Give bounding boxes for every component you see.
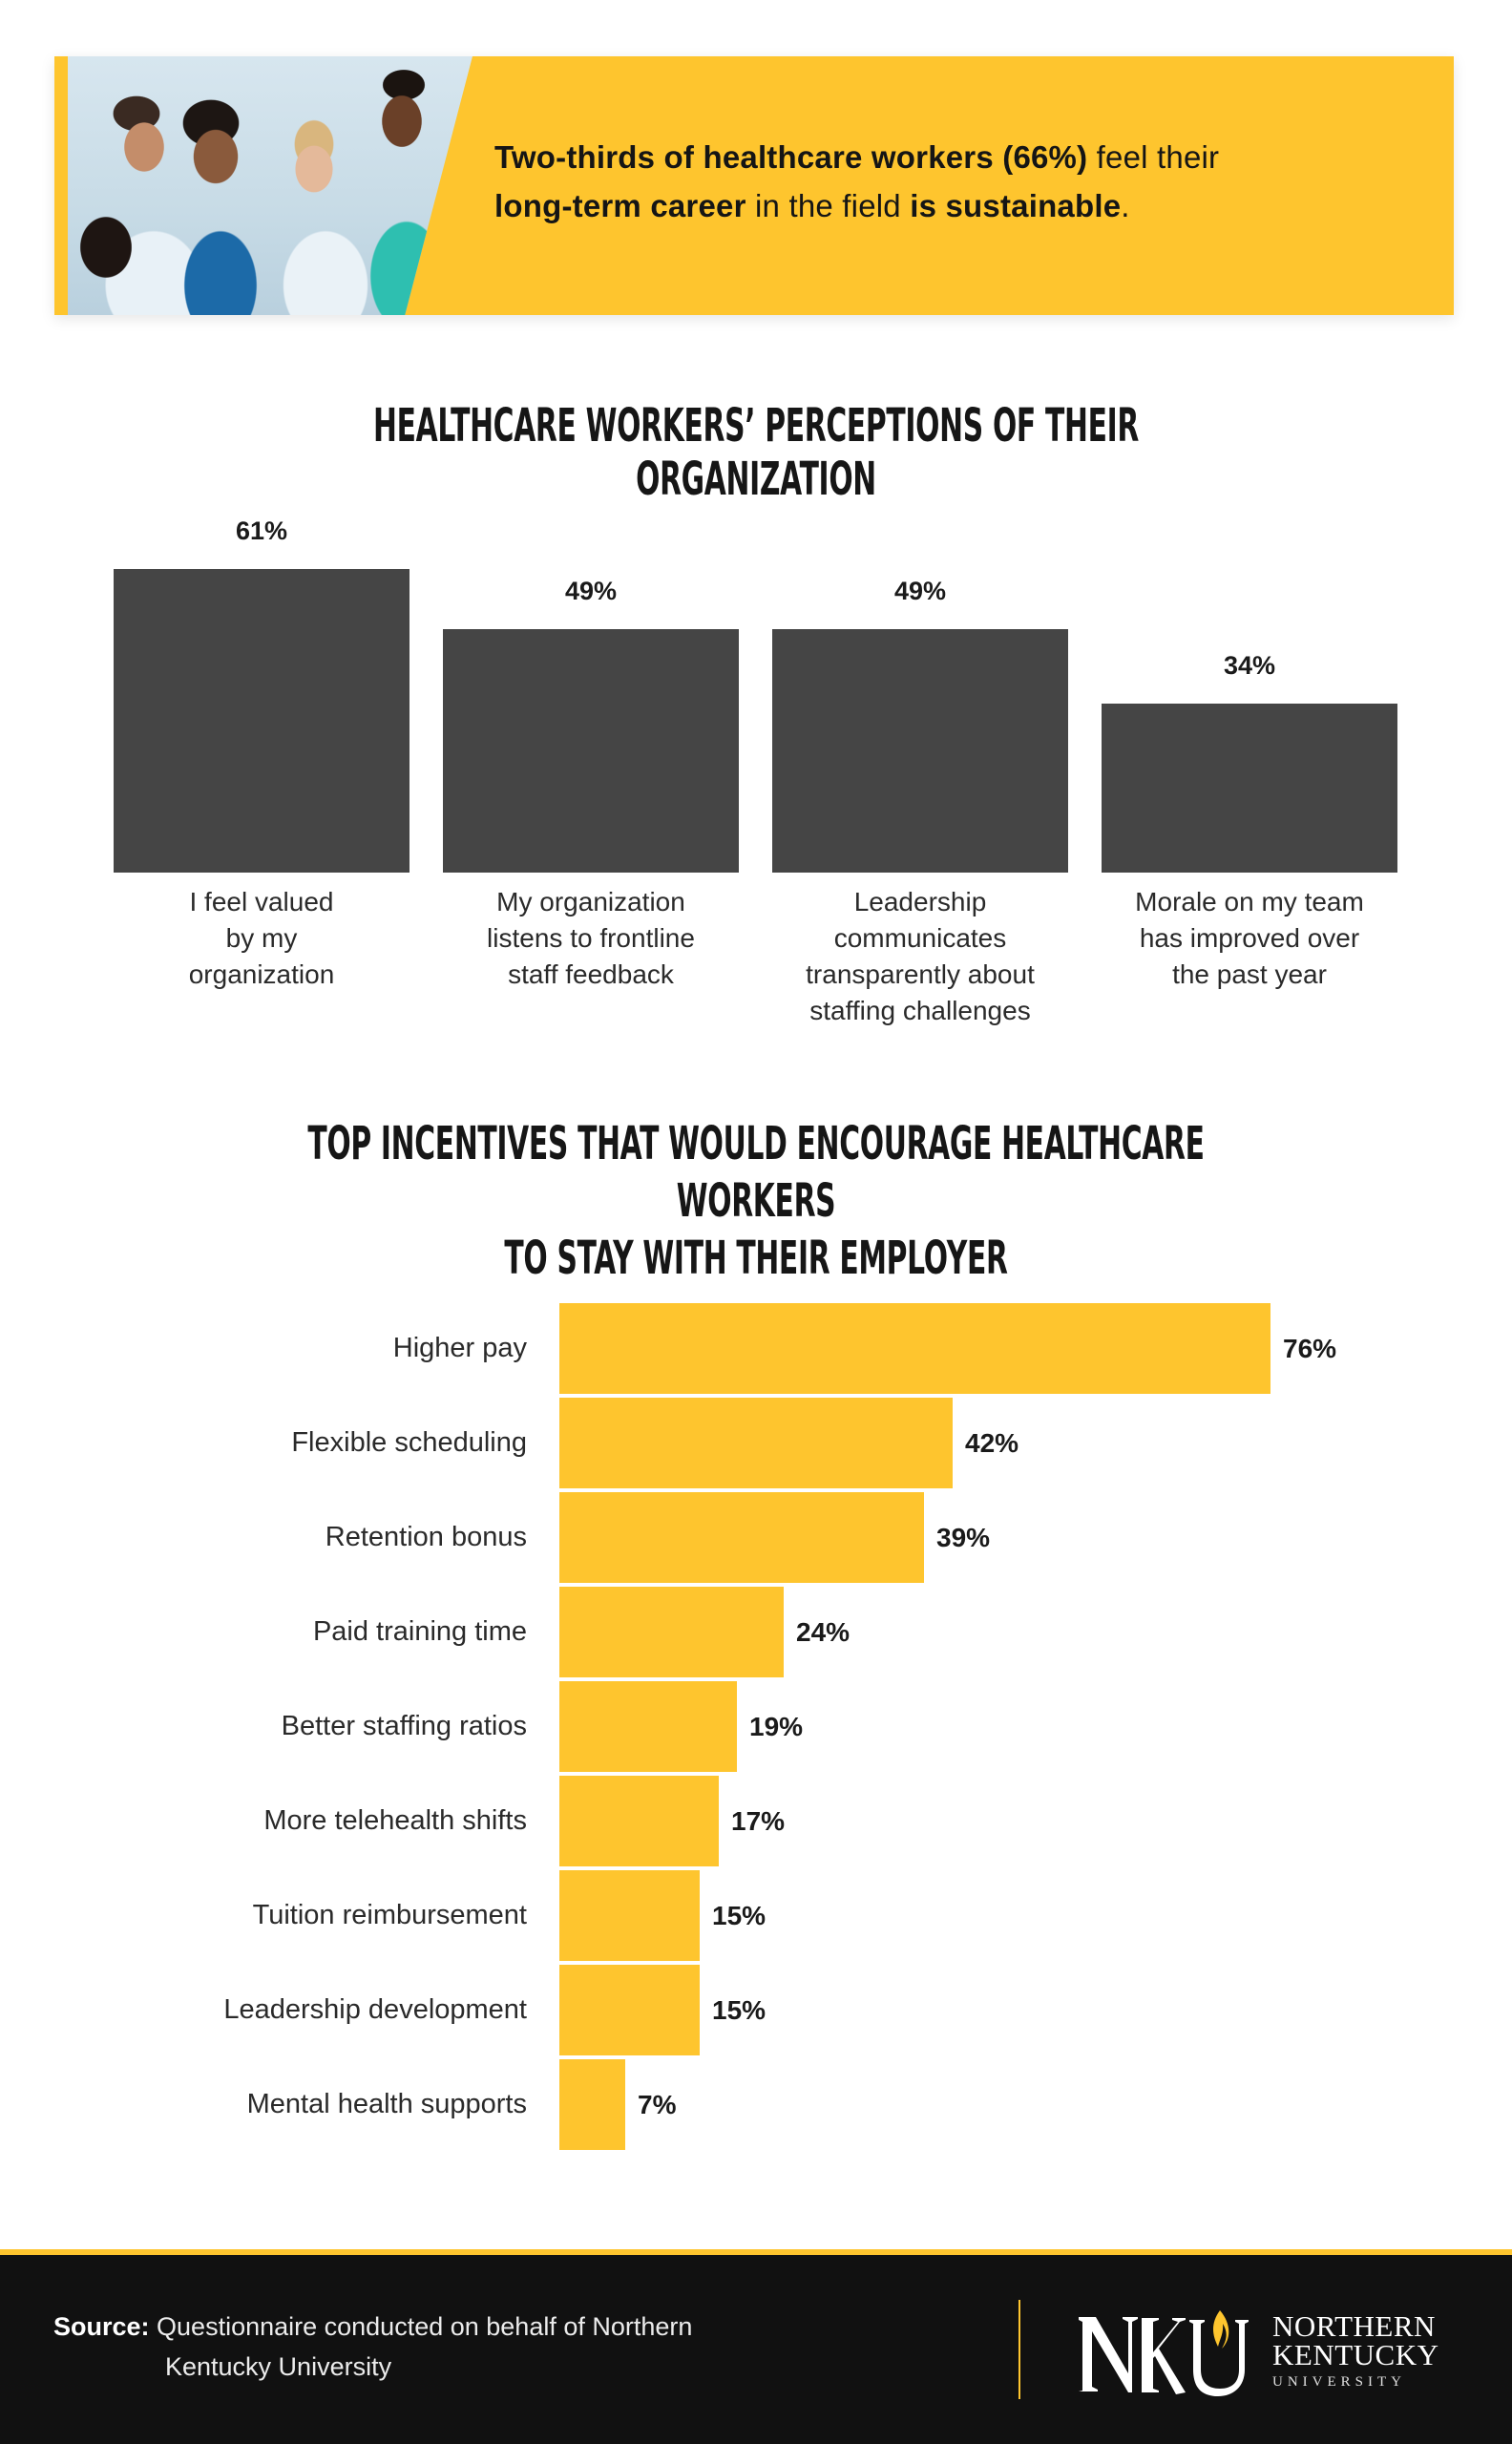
incentive-bar (559, 1492, 924, 1583)
incentive-bar (559, 1398, 953, 1488)
incentive-label: Flexible scheduling (291, 1427, 527, 1458)
incentive-bar-value: 42% (965, 1428, 1019, 1458)
perception-bar-value: 49% (564, 577, 618, 605)
incentive-row: Tuition reimbursement 15% (0, 1870, 1512, 1961)
incentives-title-line-2: to stay with their employer (504, 1232, 1008, 1285)
banner-text-bold-5: is sustainable (910, 188, 1122, 223)
banner-text-bold-3: long-term career (494, 188, 746, 223)
incentive-row: Leadership development 15% (0, 1965, 1512, 2055)
perception-bar (443, 629, 739, 873)
incentive-label: Paid training time (312, 1616, 527, 1647)
perception-bar-value: 61% (235, 516, 288, 545)
incentive-bar (559, 1681, 737, 1772)
incentive-row: Flexible scheduling 42% (0, 1398, 1512, 1488)
nku-logo-mark-icon (1079, 2310, 1249, 2396)
perception-bar-value: 49% (893, 577, 947, 605)
logo-text-university: UNIVERSITY (1272, 2374, 1406, 2390)
perception-bar (114, 569, 410, 873)
source-label: Source: (53, 2312, 150, 2341)
incentive-bar (559, 1965, 700, 2055)
source-text-line-1: Questionnaire conducted on behalf of Nor… (149, 2312, 693, 2341)
incentive-label: Retention bonus (325, 1522, 527, 1552)
perception-label-line: the past year (1172, 959, 1327, 989)
incentive-label: More telehealth shifts (263, 1805, 527, 1836)
perception-label-line: organization (188, 959, 335, 989)
incentive-bar (559, 2059, 625, 2150)
footer-accent-stripe (0, 2249, 1512, 2255)
perception-bar-label: Morale on my team has improved over the pa… (1092, 884, 1407, 993)
incentive-label: Mental health supports (246, 2089, 527, 2119)
logo-text-northern: NORTHERN (1272, 2309, 1436, 2343)
incentive-bar (559, 1587, 784, 1677)
incentive-bar-value: 7% (638, 2090, 677, 2119)
incentive-label: Tuition reimbursement (252, 1900, 527, 1930)
source-note: Source: Questionnaire conducted on behal… (53, 2307, 817, 2387)
stat-banner: Two-thirds of healthcare workers (66%) f… (54, 56, 1454, 315)
banner-text-bold-1: Two-thirds of healthcare workers (66%) (494, 139, 1088, 175)
banner-headline: Two-thirds of healthcare workers (66%) f… (494, 133, 1411, 230)
perception-bar-label: I feel valued by my organization (104, 884, 419, 993)
incentive-bar-value: 19% (749, 1712, 804, 1741)
footer-divider (1018, 2300, 1020, 2399)
perceptions-bar-chart: 61% I feel valued by my organization 49% My o… (0, 0, 1512, 1050)
perception-bar (1102, 704, 1397, 873)
perception-label-line: Morale on my team (1135, 887, 1364, 916)
logo-text-kentucky: KENTUCKY (1272, 2338, 1439, 2371)
incentive-row: Retention bonus 39% (0, 1492, 1512, 1583)
incentive-row: Higher pay 76% (0, 1303, 1512, 1394)
perception-label-line: staffing challenges (809, 996, 1031, 1025)
perception-bar-value: 34% (1223, 651, 1276, 680)
perception-label-line: I feel valued (189, 887, 334, 916)
incentive-label: Higher pay (392, 1333, 527, 1363)
perception-label-line: staff feedback (508, 959, 674, 989)
incentive-bar (559, 1870, 700, 1961)
source-text-line-2: Kentucky University (165, 2352, 392, 2381)
perception-bar (772, 629, 1068, 873)
incentive-label: Leadership development (223, 1994, 527, 2025)
perception-label-line: transparently about (806, 959, 1035, 989)
incentive-bar-value: 17% (731, 1806, 786, 1836)
incentive-bar-value: 76% (1283, 1334, 1337, 1363)
incentive-bar-value: 39% (936, 1523, 991, 1552)
incentive-bar-value: 15% (712, 1901, 766, 1930)
perceptions-chart-title: Healthcare workers’ perceptions of their… (373, 399, 1139, 506)
perception-bar-label: Leadership communicates transparently abou… (763, 884, 1078, 1029)
healthcare-workers-photo (68, 56, 472, 315)
incentive-row: Better staffing ratios 19% (0, 1681, 1512, 1772)
nku-wordmark: NORTHERN KENTUCKY UNIVERSITY (1272, 2309, 1439, 2392)
incentive-label: Better staffing ratios (281, 1711, 527, 1741)
incentives-chart-title: Top incentives that would encourage heal… (287, 1115, 1225, 1287)
incentive-bar-value: 15% (712, 1995, 766, 2025)
banner-text-2: feel their (1087, 139, 1220, 175)
incentive-bar (559, 1303, 1270, 1394)
incentive-row: More telehealth shifts 17% (0, 1776, 1512, 1866)
perception-label-line: My organization (496, 887, 685, 916)
perception-bar-label: My organization listens to frontline staff… (433, 884, 748, 993)
perception-label-line: Leadership (853, 887, 987, 916)
incentives-title-line-1: Top incentives that would encourage heal… (307, 1117, 1205, 1228)
incentive-row: Mental health supports 7% (0, 2059, 1512, 2150)
footer: Source: Questionnaire conducted on behal… (0, 2255, 1512, 2444)
banner-text-6: . (1121, 188, 1130, 223)
incentive-bar (559, 1776, 719, 1866)
perception-label-line: has improved over (1139, 923, 1360, 953)
incentive-row: Paid training time 24% (0, 1587, 1512, 1677)
banner-text-4: in the field (746, 188, 911, 223)
perception-label-line: listens to frontline (487, 923, 695, 953)
incentive-bar-value: 24% (796, 1617, 850, 1647)
perception-label-line: by my (225, 923, 298, 953)
perception-label-line: communicates (833, 923, 1007, 953)
